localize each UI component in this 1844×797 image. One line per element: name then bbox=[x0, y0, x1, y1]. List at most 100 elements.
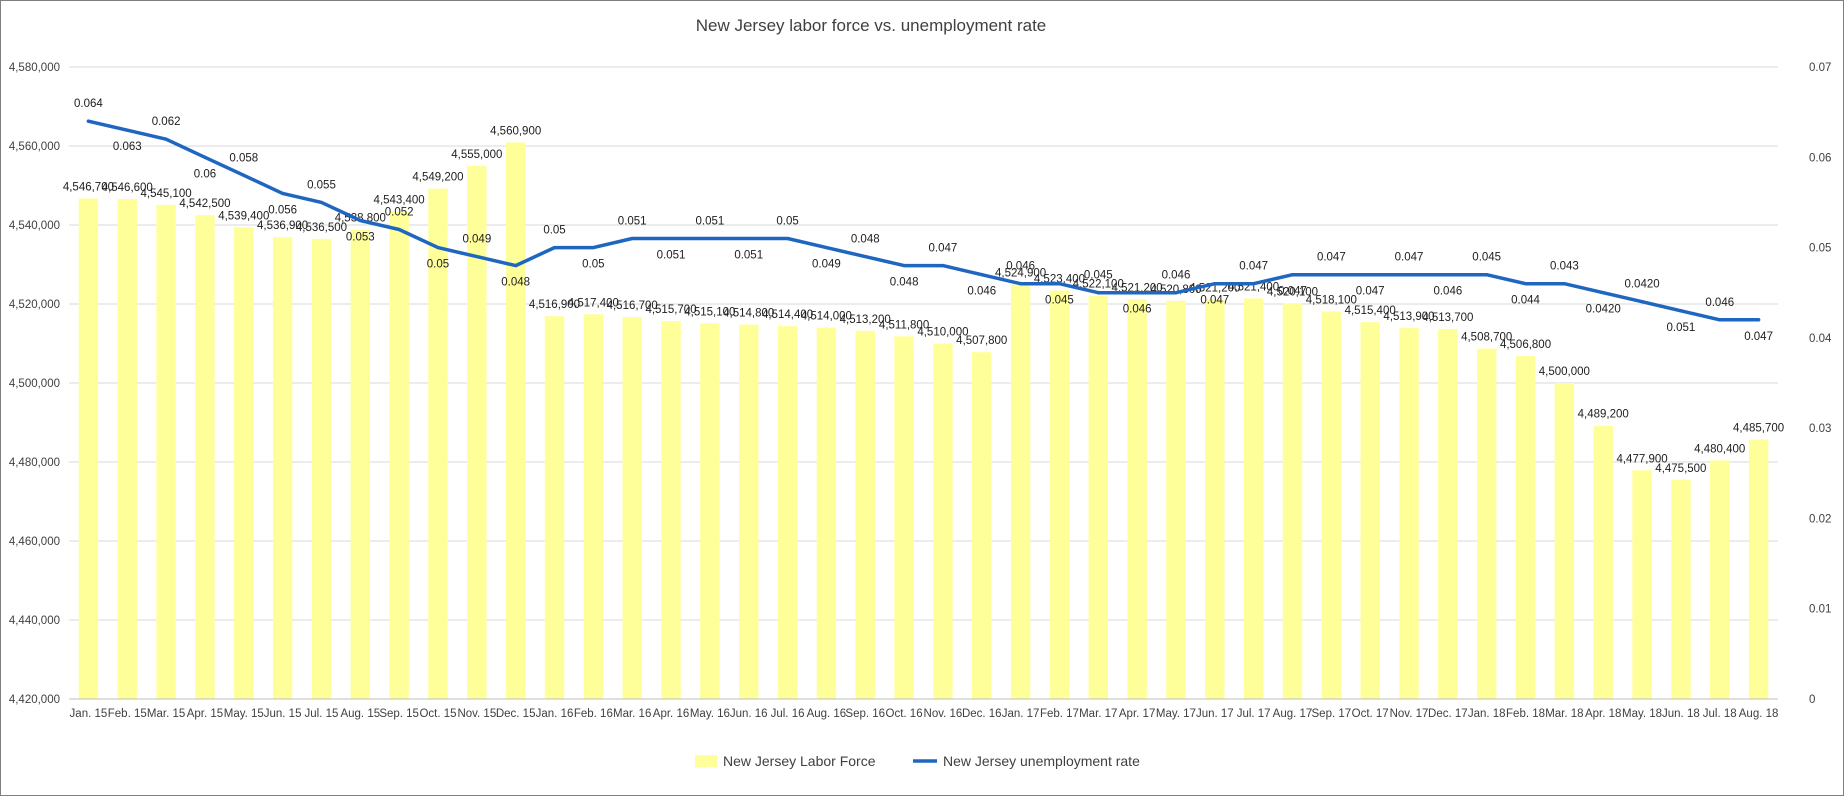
line-data-label: 0.047 bbox=[1239, 261, 1268, 273]
line-point bbox=[319, 200, 324, 205]
line-data-label: 0.064 bbox=[74, 98, 103, 110]
bar-feb-18 bbox=[1515, 356, 1536, 699]
line-point bbox=[514, 264, 518, 268]
x-tick-label: Apr. 18 bbox=[1585, 708, 1621, 720]
x-tick-label: Aug. 15 bbox=[340, 708, 380, 720]
left-tick-label: 4,480,000 bbox=[9, 457, 60, 469]
x-tick-label: Aug. 17 bbox=[1273, 708, 1313, 720]
bar-feb-15 bbox=[117, 198, 137, 699]
x-tick-label: Mar. 15 bbox=[147, 708, 185, 720]
line-data-label: 0.048 bbox=[851, 234, 880, 246]
x-tick-label: Jan. 17 bbox=[1002, 708, 1040, 720]
bar-mar-16 bbox=[622, 317, 642, 699]
bar-apr-17 bbox=[1127, 299, 1147, 699]
line-data-label: 0.049 bbox=[462, 234, 491, 246]
line-data-label: 0.046 bbox=[1123, 304, 1152, 316]
bar-data-label: 4,477,900 bbox=[1616, 453, 1667, 465]
bar-data-label: 4,511,800 bbox=[879, 319, 929, 331]
bar-dec-15 bbox=[505, 142, 526, 699]
line-point bbox=[242, 173, 246, 177]
line-point bbox=[552, 245, 557, 250]
right-axis: 0 0.01 0.02 0.03 0.04 0.05 0.06 0.07 bbox=[1809, 62, 1832, 706]
right-tick-label: 0.01 bbox=[1809, 604, 1831, 616]
left-tick-label: 4,540,000 bbox=[9, 220, 60, 232]
line-data-label: 0.047 bbox=[1356, 286, 1385, 298]
x-tick-label: Sep. 15 bbox=[379, 708, 419, 720]
bar-jan-17 bbox=[1010, 284, 1031, 699]
bar-data-label: 4,514,800 bbox=[723, 308, 774, 320]
line-data-label: 0.053 bbox=[346, 231, 375, 243]
line-data-label: 0.044 bbox=[1511, 295, 1540, 307]
bar-mar-18 bbox=[1554, 383, 1575, 699]
x-tick-label: Dec. 15 bbox=[496, 708, 536, 720]
bar-jun-18 bbox=[1671, 479, 1691, 699]
line-data-label: 0.05 bbox=[543, 225, 565, 237]
bar-aug-16 bbox=[816, 327, 837, 699]
line-point bbox=[1174, 291, 1178, 295]
line-point bbox=[785, 236, 790, 241]
line-point bbox=[863, 255, 867, 259]
x-tick-label: Nov. 15 bbox=[457, 708, 496, 720]
line-data-label: 0.0420 bbox=[1586, 304, 1621, 316]
x-tick-label: Mar. 18 bbox=[1545, 708, 1583, 720]
x-tick-label: Mar. 17 bbox=[1079, 708, 1117, 720]
x-tick-label: Feb. 18 bbox=[1506, 708, 1545, 720]
x-tick-label: Jan. 15 bbox=[70, 708, 108, 720]
chart-title: New Jersey labor force vs. unemployment … bbox=[696, 16, 1047, 35]
right-tick-label: 0.03 bbox=[1809, 423, 1831, 435]
line-data-label: 0.048 bbox=[890, 277, 919, 289]
bar-data-label: 4,480,400 bbox=[1694, 443, 1745, 455]
line-point bbox=[1446, 273, 1450, 277]
line-data-label: 0.052 bbox=[385, 207, 414, 219]
left-axis: 4,420,000 4,440,000 4,460,000 4,480,000 4,50… bbox=[9, 62, 60, 706]
line-point bbox=[203, 155, 207, 159]
bar-aug-18 bbox=[1748, 439, 1769, 699]
line-data-label: 0.046 bbox=[967, 286, 996, 298]
bar-jan-18 bbox=[1476, 348, 1497, 699]
line-point bbox=[397, 227, 401, 232]
bar-data-label: 4,520,100 bbox=[1267, 287, 1318, 299]
line-point bbox=[1290, 273, 1295, 277]
line-data-label: 0.047 bbox=[929, 243, 958, 255]
bar-mar-17 bbox=[1088, 295, 1108, 699]
bar-data-label: 4,500,000 bbox=[1539, 366, 1590, 378]
bar-data-label: 4,539,400 bbox=[218, 210, 269, 222]
right-tick-label: 0.02 bbox=[1809, 513, 1831, 525]
bar-data-label: 4,518,100 bbox=[1306, 295, 1357, 307]
x-tick-label: Jan. 18 bbox=[1468, 708, 1506, 720]
left-tick-label: 4,520,000 bbox=[9, 299, 60, 311]
bar-jul-18 bbox=[1710, 460, 1730, 699]
x-tick-label: Feb. 15 bbox=[108, 708, 147, 720]
bar-jun-16 bbox=[739, 324, 759, 699]
line-data-label: 0.045 bbox=[1084, 270, 1113, 282]
bar-nov-15 bbox=[467, 165, 487, 699]
bar-jan-15 bbox=[78, 198, 99, 699]
left-tick-label: 4,460,000 bbox=[9, 536, 60, 548]
bar-data-label: 4,516,900 bbox=[529, 299, 580, 311]
line-data-label: 0.055 bbox=[307, 179, 336, 191]
bar-data-label: 4,513,900 bbox=[1383, 311, 1434, 323]
line-point bbox=[980, 273, 984, 277]
x-tick-label: Jul. 18 bbox=[1703, 708, 1737, 720]
x-tick-label: Apr. 16 bbox=[653, 708, 689, 720]
bar-data-label: 4,543,400 bbox=[374, 195, 425, 207]
line-point bbox=[902, 264, 906, 268]
bar-jun-15 bbox=[272, 237, 293, 699]
x-tick-label: Jun. 15 bbox=[264, 708, 302, 720]
bar-oct-15 bbox=[428, 188, 448, 699]
x-tick-label: Jun. 18 bbox=[1662, 708, 1700, 720]
x-tick-label: Nov. 16 bbox=[924, 708, 963, 720]
line-point bbox=[1057, 282, 1062, 286]
x-tick-label: Jul. 15 bbox=[305, 708, 339, 720]
bar-data-label: 4,536,900 bbox=[257, 220, 308, 232]
line-data-label: 0.056 bbox=[268, 204, 297, 216]
line-point bbox=[708, 236, 712, 241]
line-data-label: 0.05 bbox=[427, 259, 449, 271]
bar-feb-17 bbox=[1049, 290, 1070, 699]
line-point bbox=[1640, 300, 1644, 304]
line-data-label: 0.05 bbox=[582, 259, 604, 271]
bar-data-label: 4,555,000 bbox=[451, 149, 502, 161]
x-tick-label: Oct. 16 bbox=[886, 708, 923, 720]
x-tick-label: Mar. 16 bbox=[613, 708, 651, 720]
